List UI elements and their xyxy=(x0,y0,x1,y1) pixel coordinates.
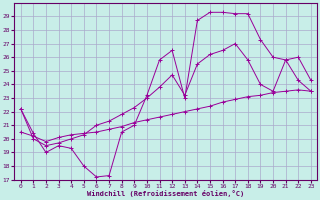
X-axis label: Windchill (Refroidissement éolien,°C): Windchill (Refroidissement éolien,°C) xyxy=(87,190,244,197)
